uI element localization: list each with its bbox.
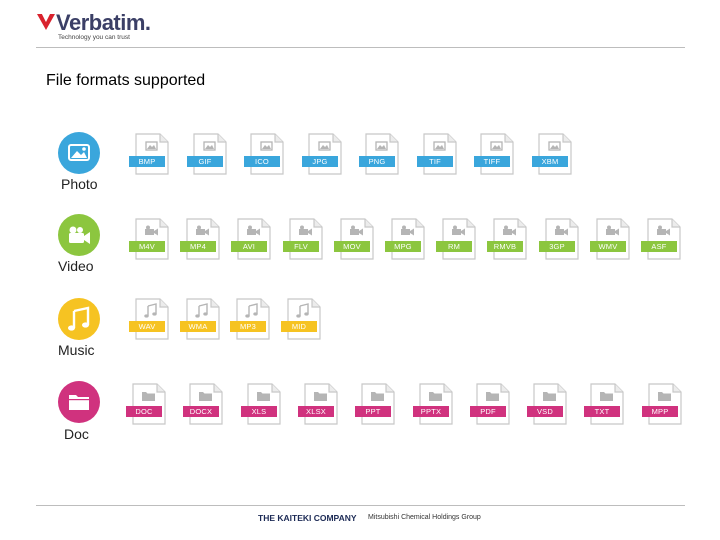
file-format-label: DOCX: [183, 406, 219, 417]
file-format-icon: ASF: [641, 218, 683, 260]
video-camera-icon: [58, 214, 100, 256]
page-title: File formats supported: [46, 72, 206, 89]
file-format-label: MPG: [385, 241, 421, 252]
file-format-icon: TXT: [584, 383, 626, 425]
category-label-photo: Photo: [61, 176, 98, 192]
file-format-icon: MPG: [385, 218, 427, 260]
file-format-icon: RMVB: [487, 218, 529, 260]
category-label-video: Video: [58, 258, 94, 274]
file-format-icon: PNG: [359, 133, 401, 175]
verbatim-logo: Verbatim. Technology you can trust: [36, 10, 176, 44]
file-format-label: XBM: [532, 156, 568, 167]
file-format-icon: TIF: [417, 133, 459, 175]
folder-icon: [58, 381, 100, 423]
file-format-icon: XBM: [532, 133, 574, 175]
file-format-icon: AVI: [231, 218, 273, 260]
file-format-icon: M4V: [129, 218, 171, 260]
file-format-label: 3GP: [539, 241, 575, 252]
file-format-icon: WMA: [180, 298, 222, 340]
file-format-icon: PPTX: [413, 383, 455, 425]
file-format-icon: DOCX: [183, 383, 225, 425]
footer-brand: THE KAITEKI COMPANY: [258, 513, 357, 523]
file-format-icon: XLSX: [298, 383, 340, 425]
file-format-icon: XLS: [241, 383, 283, 425]
file-format-label: DOC: [126, 406, 162, 417]
file-format-label: TIF: [417, 156, 453, 167]
file-format-label: XLSX: [298, 406, 334, 417]
file-format-icon: MP3: [230, 298, 272, 340]
file-format-label: TXT: [584, 406, 620, 417]
file-format-icon: WMV: [590, 218, 632, 260]
file-format-label: M4V: [129, 241, 165, 252]
file-format-label: ICO: [244, 156, 280, 167]
file-format-icon: MPP: [642, 383, 684, 425]
verbatim-v-logo-icon: [37, 14, 55, 30]
file-format-icon: ICO: [244, 133, 286, 175]
category-label-doc: Doc: [64, 426, 89, 442]
file-format-label: TIFF: [474, 156, 510, 167]
file-format-label: MID: [281, 321, 317, 332]
file-format-icon: FLV: [283, 218, 325, 260]
file-format-label: FLV: [283, 241, 319, 252]
file-format-label: BMP: [129, 156, 165, 167]
logo-wordmark: Verbatim.: [56, 10, 151, 35]
file-format-label: XLS: [241, 406, 277, 417]
file-format-label: PDF: [470, 406, 506, 417]
footer-group: Mitsubishi Chemical Holdings Group: [368, 514, 481, 521]
file-format-label: PPTX: [413, 406, 449, 417]
file-format-icon: VSD: [527, 383, 569, 425]
music-note-icon: [58, 298, 100, 340]
file-format-icon: GIF: [187, 133, 229, 175]
header-divider: [36, 47, 685, 48]
file-format-label: MP4: [180, 241, 216, 252]
file-format-icon: MID: [281, 298, 323, 340]
image-icon: [58, 132, 100, 174]
file-format-label: WMV: [590, 241, 626, 252]
file-format-label: GIF: [187, 156, 223, 167]
file-format-icon: DOC: [126, 383, 168, 425]
file-format-label: ASF: [641, 241, 677, 252]
file-format-label: RMVB: [487, 241, 523, 252]
file-format-icon: JPG: [302, 133, 344, 175]
file-format-label: AVI: [231, 241, 267, 252]
file-format-icon: MOV: [334, 218, 376, 260]
file-format-label: PPT: [355, 406, 391, 417]
file-format-label: VSD: [527, 406, 563, 417]
file-format-label: MPP: [642, 406, 678, 417]
file-format-icon: TIFF: [474, 133, 516, 175]
file-format-icon: RM: [436, 218, 478, 260]
file-format-label: MP3: [230, 321, 266, 332]
file-format-icon: 3GP: [539, 218, 581, 260]
footer-divider: [36, 505, 685, 506]
file-format-label: MOV: [334, 241, 370, 252]
file-format-label: RM: [436, 241, 472, 252]
file-format-label: JPG: [302, 156, 338, 167]
file-format-label: WMA: [180, 321, 216, 332]
category-label-music: Music: [58, 342, 95, 358]
file-format-icon: PDF: [470, 383, 512, 425]
file-format-label: WAV: [129, 321, 165, 332]
logo-tagline: Technology you can trust: [58, 34, 130, 41]
file-format-icon: BMP: [129, 133, 171, 175]
file-format-label: PNG: [359, 156, 395, 167]
file-format-icon: WAV: [129, 298, 171, 340]
file-format-icon: PPT: [355, 383, 397, 425]
file-format-icon: MP4: [180, 218, 222, 260]
